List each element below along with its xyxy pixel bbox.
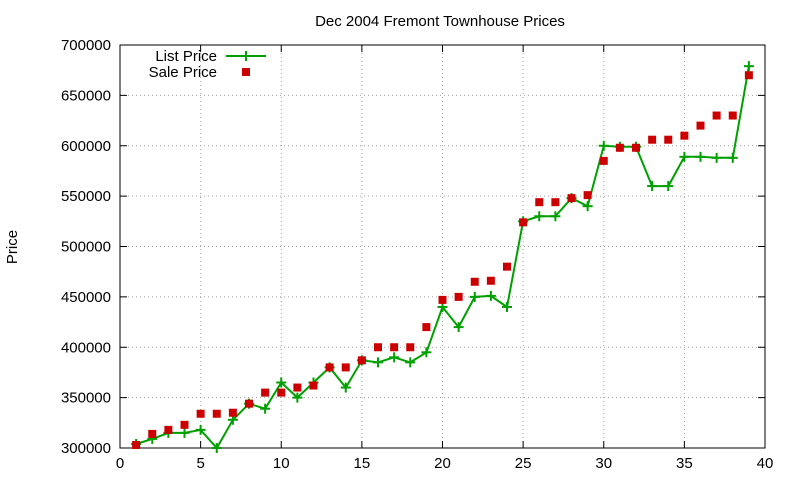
x-tick-label: 40 bbox=[757, 455, 774, 472]
sale-price-point bbox=[599, 156, 608, 165]
sale-price-point bbox=[196, 409, 205, 418]
sale-price-point bbox=[519, 218, 528, 227]
sale-price-point bbox=[180, 420, 189, 429]
x-tick-label: 25 bbox=[515, 455, 532, 472]
list-price-point bbox=[534, 211, 545, 222]
sale-price-point bbox=[325, 363, 334, 372]
sale-price-point bbox=[212, 409, 221, 418]
legend-marker-list-price bbox=[241, 51, 251, 61]
sale-price-point bbox=[454, 292, 463, 301]
legend-marker-sale-price bbox=[242, 68, 250, 76]
sale-price-point bbox=[632, 143, 640, 152]
sale-price-point bbox=[164, 425, 173, 434]
sale-price-point bbox=[535, 198, 544, 207]
sale-price-point bbox=[567, 194, 576, 203]
x-tick-label: 10 bbox=[273, 455, 290, 472]
y-tick-label: 700000 bbox=[61, 37, 111, 54]
y-axis-label: Price bbox=[4, 230, 21, 264]
list-price-point bbox=[373, 357, 383, 368]
x-tick-label: 20 bbox=[434, 455, 451, 472]
list-price-point bbox=[679, 151, 690, 162]
list-price-point bbox=[179, 427, 190, 438]
sale-price-point bbox=[648, 135, 657, 144]
list-price-point bbox=[743, 61, 754, 72]
y-tick-label: 550000 bbox=[61, 188, 111, 205]
x-tick-label: 5 bbox=[196, 455, 204, 472]
sale-price-point bbox=[293, 383, 302, 392]
legend-label-sale-price: Sale Price bbox=[149, 64, 217, 81]
sale-price-point bbox=[438, 295, 447, 304]
sale-price-point bbox=[357, 356, 366, 365]
legend-label-list-price: List Price bbox=[155, 48, 217, 65]
list-price-point bbox=[195, 424, 206, 435]
list-price-point bbox=[260, 403, 271, 414]
x-tick-label: 35 bbox=[676, 455, 693, 472]
x-tick-label: 30 bbox=[595, 455, 612, 472]
y-tick-label: 650000 bbox=[61, 87, 111, 104]
list-price-point bbox=[292, 392, 303, 403]
sale-price-point bbox=[406, 343, 415, 352]
list-price-point bbox=[550, 211, 561, 222]
axes: 0 5 10 15 20 25 30 35 40 300000 350000 400000 450000… bbox=[61, 37, 773, 472]
y-tick-label: 450000 bbox=[61, 289, 111, 306]
sale-price-point bbox=[712, 111, 721, 120]
sale-price-point bbox=[583, 191, 592, 200]
sale-price-point bbox=[132, 440, 141, 449]
sale-price-point bbox=[390, 343, 399, 352]
sale-price-point bbox=[148, 429, 157, 438]
sale-price-point bbox=[615, 143, 624, 152]
grid-lines bbox=[120, 45, 765, 448]
list-price-point bbox=[276, 377, 287, 388]
sale-price-point bbox=[696, 121, 705, 130]
chart-title: Dec 2004 Fremont Townhouse Prices bbox=[315, 13, 565, 30]
sale-price-point bbox=[309, 381, 318, 390]
sale-price-point bbox=[374, 343, 382, 352]
y-tick-label: 300000 bbox=[61, 440, 111, 457]
list-price-point bbox=[663, 181, 674, 192]
list-price-point bbox=[211, 443, 222, 453]
sale-price-point bbox=[744, 71, 753, 80]
list-price-point bbox=[727, 152, 738, 163]
list-price-point bbox=[711, 152, 722, 163]
list-price-point bbox=[598, 140, 609, 151]
y-tick-label: 350000 bbox=[61, 390, 111, 407]
list-price-point bbox=[582, 201, 593, 212]
sale-price-point bbox=[728, 111, 737, 120]
list-price-point bbox=[340, 382, 351, 393]
sale-price-point bbox=[261, 388, 270, 397]
list-price-point bbox=[485, 290, 496, 301]
sale-price-point bbox=[503, 262, 511, 271]
y-tick-label: 600000 bbox=[61, 138, 111, 155]
list-price-point bbox=[389, 352, 400, 363]
sale-price-point bbox=[228, 408, 237, 417]
list-price-point bbox=[695, 151, 706, 162]
sale-price-point bbox=[680, 131, 689, 140]
sale-price-point bbox=[486, 276, 495, 285]
y-tick-label: 400000 bbox=[61, 339, 111, 356]
list-price-point bbox=[647, 181, 658, 192]
list-price-point bbox=[502, 301, 512, 312]
list-price-point bbox=[469, 291, 480, 302]
sale-price-point bbox=[470, 277, 479, 286]
sale-price-point bbox=[341, 363, 350, 372]
sale-price-point bbox=[551, 198, 560, 207]
sale-price-point bbox=[664, 135, 673, 144]
x-tick-label: 15 bbox=[354, 455, 371, 472]
list-price-point bbox=[421, 347, 432, 358]
sale-price-point bbox=[245, 399, 253, 408]
y-tick-label: 500000 bbox=[61, 239, 111, 256]
list-price-point bbox=[453, 322, 464, 333]
sale-price-point bbox=[422, 323, 431, 332]
sale-price-point bbox=[277, 388, 286, 397]
list-price-point bbox=[405, 357, 416, 368]
x-tick-label: 0 bbox=[116, 455, 124, 472]
data-series bbox=[131, 61, 754, 453]
